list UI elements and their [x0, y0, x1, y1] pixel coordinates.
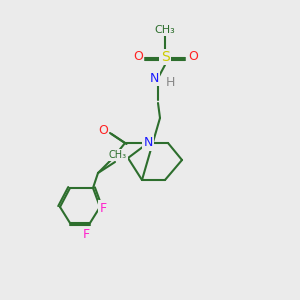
- Text: F: F: [82, 229, 90, 242]
- Text: O: O: [133, 50, 143, 64]
- Text: CH₃: CH₃: [154, 25, 176, 35]
- Text: N: N: [149, 71, 159, 85]
- Text: CH₃: CH₃: [109, 150, 127, 160]
- Text: F: F: [99, 202, 106, 214]
- Text: S: S: [160, 50, 169, 64]
- Text: N: N: [143, 136, 153, 149]
- Text: O: O: [98, 124, 108, 136]
- Text: O: O: [188, 50, 198, 64]
- Text: H: H: [165, 76, 175, 89]
